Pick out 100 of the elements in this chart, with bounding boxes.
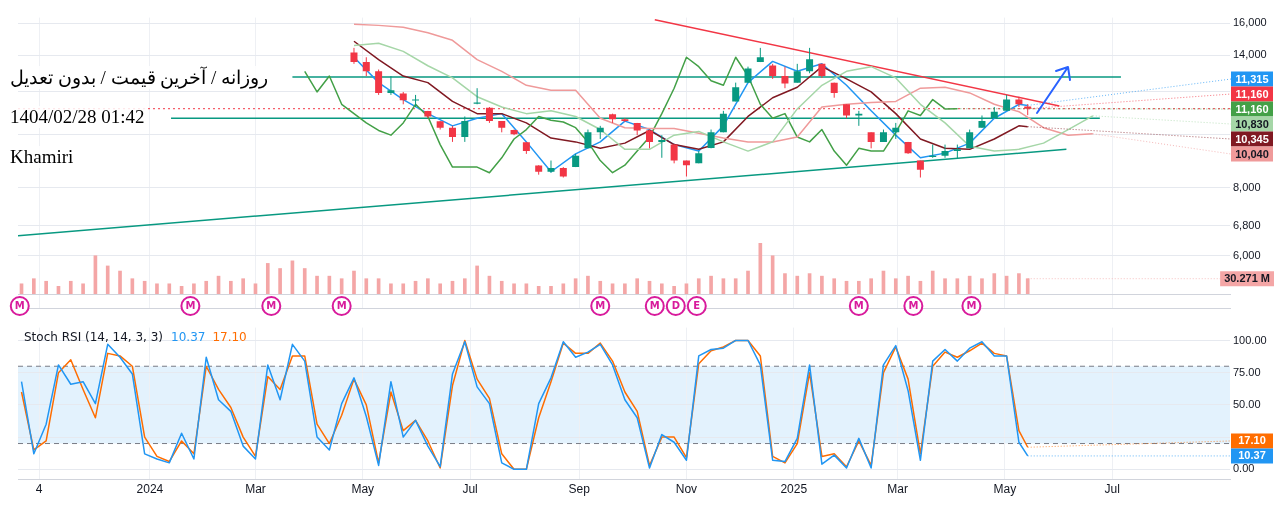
annotation: M xyxy=(185,300,196,312)
bar xyxy=(536,286,541,294)
y-tick-label: 75.00 xyxy=(1233,365,1261,378)
annotation: 11,315 xyxy=(1235,72,1269,85)
bar xyxy=(315,275,319,294)
bar xyxy=(672,286,676,294)
bar xyxy=(302,268,307,294)
bar xyxy=(906,275,910,294)
text: 10.37 xyxy=(171,329,206,344)
candlestick xyxy=(621,117,629,123)
bar xyxy=(820,275,824,294)
bar xyxy=(783,273,787,294)
x-tick-label: Sep xyxy=(568,482,591,497)
chart-title: Stoch RSI (14, 14, 3, 3) xyxy=(24,329,164,344)
bar xyxy=(623,283,627,294)
candlestick xyxy=(375,69,383,96)
annotation: 17.10 xyxy=(1238,434,1266,447)
bar xyxy=(265,263,270,294)
bar xyxy=(930,270,935,294)
annotation: 1404/02/28 01:42 xyxy=(10,106,145,128)
bar xyxy=(696,278,701,294)
annotation: 30.271 M xyxy=(1224,272,1271,285)
annotation: M xyxy=(595,300,606,312)
bar xyxy=(561,283,566,294)
annotation: روزانه / آخرین قیمت / بدون تعدیل xyxy=(10,66,269,89)
bar xyxy=(992,273,997,294)
y-tick-label: 6,800 xyxy=(1233,218,1261,231)
bar xyxy=(32,278,36,294)
bar xyxy=(709,275,713,294)
candlestick xyxy=(806,47,814,74)
x-tick-label: Jul xyxy=(462,482,478,497)
bar xyxy=(155,283,159,294)
x-tick-label: May xyxy=(351,482,375,497)
bar xyxy=(118,270,122,294)
x-tick-label: Jul xyxy=(1104,482,1120,497)
annotation: E xyxy=(693,300,701,312)
annotation: 10,830 xyxy=(1235,117,1269,130)
bar xyxy=(943,278,947,294)
bar xyxy=(167,283,172,294)
annotation: Khamiri xyxy=(10,146,74,168)
text: 17.10 xyxy=(212,329,247,344)
candlestick xyxy=(362,56,370,77)
candlestick xyxy=(658,134,666,159)
annotation: D xyxy=(671,300,680,312)
bar xyxy=(352,270,356,294)
bar xyxy=(795,275,800,294)
x-tick-label: Mar xyxy=(887,482,908,497)
annotation: 10,040 xyxy=(1235,147,1269,160)
annotation: 10.37 xyxy=(1238,449,1266,462)
bar xyxy=(758,243,763,294)
bar xyxy=(635,278,640,294)
x-tick-label: May xyxy=(993,482,1017,497)
x-tick-label: Nov xyxy=(675,482,698,497)
bar xyxy=(241,278,245,294)
bar xyxy=(746,270,750,294)
bar xyxy=(426,278,430,294)
candlestick xyxy=(781,66,789,89)
bar xyxy=(832,278,837,294)
bar xyxy=(893,278,898,294)
annotation: 11,160 xyxy=(1235,87,1269,100)
bar xyxy=(105,265,110,294)
bar xyxy=(869,278,873,294)
bar xyxy=(598,280,603,294)
annotation: M xyxy=(336,300,347,312)
bar xyxy=(1017,273,1021,294)
bar xyxy=(980,278,984,294)
annotation: 11,160 xyxy=(1235,102,1269,115)
bar xyxy=(475,265,479,294)
bar xyxy=(278,268,282,294)
bar xyxy=(733,278,738,294)
bar xyxy=(401,283,406,294)
bar xyxy=(192,283,196,294)
bar xyxy=(68,280,73,294)
y-tick-label: 6,000 xyxy=(1233,248,1261,261)
bar xyxy=(549,286,553,294)
candlestick xyxy=(473,87,481,105)
y-tick-label: 100.00 xyxy=(1233,333,1267,346)
x-tick-label: 2024 xyxy=(136,482,164,497)
bar xyxy=(389,283,393,294)
y-tick-label: 14,000 xyxy=(1233,48,1267,61)
y-tick-label: 8,000 xyxy=(1233,180,1261,193)
bar xyxy=(364,278,369,294)
bar xyxy=(204,280,209,294)
candlestick xyxy=(412,94,420,108)
x-tick-label: 2025 xyxy=(780,482,808,497)
bar xyxy=(229,280,233,294)
y-tick-label: 0.00 xyxy=(1233,462,1255,475)
x-tick-label: Mar xyxy=(245,482,266,497)
bar xyxy=(438,283,443,294)
bar xyxy=(499,280,504,294)
bar xyxy=(586,275,590,294)
annotation: M xyxy=(853,300,864,312)
candlestick xyxy=(547,160,555,174)
bar xyxy=(512,283,516,294)
bar xyxy=(659,283,664,294)
annotation: M xyxy=(266,300,277,312)
x-tick-label: 4 xyxy=(35,482,43,497)
annotation: M xyxy=(966,300,977,312)
bar xyxy=(462,278,467,294)
annotation: M xyxy=(14,300,25,312)
